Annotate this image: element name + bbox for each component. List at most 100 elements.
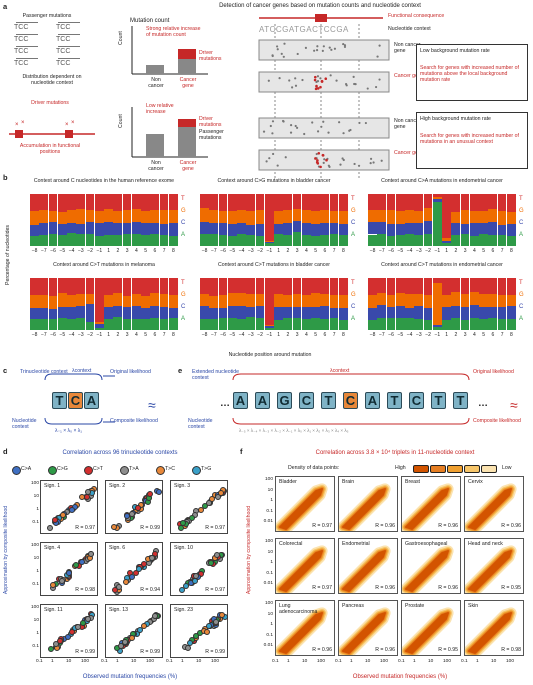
passenger-dot [320, 125, 323, 128]
bar-segment-T [442, 194, 451, 239]
bar-segment-T [113, 194, 123, 211]
bar-segment-A [237, 234, 246, 246]
bar-segment-A [131, 318, 141, 330]
bar-segment-T [274, 194, 283, 211]
bar-segment-T [67, 194, 76, 210]
bar-segment-T [320, 278, 330, 294]
bar-segment-G [113, 292, 123, 306]
bar-segment-G [368, 294, 377, 308]
bar-segment-T [218, 278, 228, 295]
bar-segment-C [168, 307, 178, 319]
c-nuc-context: Nucleotide context [12, 418, 37, 430]
y-tick: 0.01 [263, 519, 273, 524]
bar-segment-A [159, 319, 169, 330]
bar-segment-G [497, 295, 507, 308]
x-tick: 1 [116, 659, 119, 664]
tick-label: −5 [229, 248, 236, 254]
scatter-point [68, 629, 75, 636]
y-tick: 0.1 [32, 582, 39, 587]
bar-segment-C [48, 222, 58, 234]
tick-label: 1 [107, 248, 111, 254]
tick-label: 5 [314, 248, 318, 254]
passenger-dot [271, 54, 274, 58]
bar-segment-T [159, 194, 169, 211]
density-layer [468, 488, 512, 530]
passenger-dot [276, 48, 279, 51]
density-panel-r: R = 0.96 [375, 585, 395, 591]
panel-d-ylabel: Approximation by composite likelihood [3, 505, 9, 595]
passenger-dot [276, 164, 279, 167]
nucleotide-letter: T [181, 196, 185, 202]
bar-segment-T [131, 194, 141, 209]
bar-segment-T [94, 194, 104, 212]
y-tick: 100 [30, 605, 39, 610]
scatter-point [85, 489, 91, 496]
tick-label: −6 [388, 248, 394, 254]
bar-segment-C [39, 223, 49, 235]
bar-segment-G [237, 293, 246, 307]
bar-segment-T [150, 278, 160, 294]
bar-segment-A [150, 234, 160, 246]
bar-segment-G [395, 211, 405, 224]
bar-segment-T [274, 278, 283, 294]
bar-segment-A [451, 317, 461, 330]
bar-segment-T [301, 278, 311, 296]
bar-segment-T [76, 194, 86, 210]
bar-segment-T [479, 194, 488, 212]
bar-segment-G [67, 295, 76, 308]
bar-segment-T [329, 278, 339, 295]
bar-segment-A [200, 318, 209, 330]
tick-label: 4 [304, 248, 308, 254]
bar-segment-A [469, 317, 479, 330]
tick-label: 1 [277, 248, 281, 254]
bar-segment-C [301, 222, 311, 235]
passenger-dot [275, 45, 279, 48]
driver-mut-top: Driver mutations [199, 50, 222, 62]
bar-segment-A [488, 317, 498, 330]
bar-segment-G [311, 210, 320, 224]
nucleotide-letter: C [351, 304, 356, 310]
tick-label: 8 [509, 332, 513, 338]
bar-segment-C [237, 223, 246, 235]
scatter-point [146, 491, 153, 498]
bar-segment-A [122, 319, 132, 330]
tick-label: −4 [406, 332, 413, 338]
nucleotide-letter: C [181, 304, 186, 310]
bar-segment-G [264, 324, 274, 327]
density-panel-name: Cervix [468, 479, 483, 485]
tick-label: −2 [257, 248, 263, 254]
legend-dot [84, 466, 93, 475]
scatter-panel: Sign. 23 R = 0.99 [170, 604, 228, 658]
bar-segment-C [159, 306, 169, 320]
scatter-point [140, 560, 147, 567]
driver-dot [316, 162, 320, 165]
bar-segment-T [329, 194, 339, 212]
passenger-dot [316, 75, 320, 78]
x-tick: 10 [131, 659, 137, 664]
passenger-dot [282, 55, 285, 58]
bar-segment-C [39, 308, 49, 320]
scatter-point [68, 507, 75, 514]
legend-label: C>T [93, 466, 103, 472]
e-lambda: λcontext [330, 368, 350, 374]
bar-segment-A [469, 235, 479, 246]
bar-segment-A [320, 234, 330, 246]
scatter-point [192, 578, 199, 585]
density-panel-name: Lung adenocarcinoma [279, 603, 318, 615]
scatter-point [128, 510, 135, 517]
tcc-item: TCC [14, 24, 29, 31]
scatter-point [207, 559, 214, 566]
bar-segment-T [200, 194, 209, 209]
seq-nucleotide: T [52, 392, 67, 409]
scatter-point [128, 635, 135, 642]
density-panel: Lung adenocarcinoma R = 0.96 [275, 600, 335, 656]
nucleotide-letter: C [519, 220, 524, 226]
e-original: Original likelihood [473, 369, 514, 375]
bar-segment-G [460, 293, 470, 308]
density-panel-name: Gastroesophageal [405, 541, 448, 547]
bar-segment-G [442, 238, 451, 241]
bar-segment-C [274, 307, 283, 320]
bar-segment-G [168, 294, 178, 308]
bar-segment-A [479, 233, 488, 246]
y-tick: 10 [267, 487, 273, 493]
